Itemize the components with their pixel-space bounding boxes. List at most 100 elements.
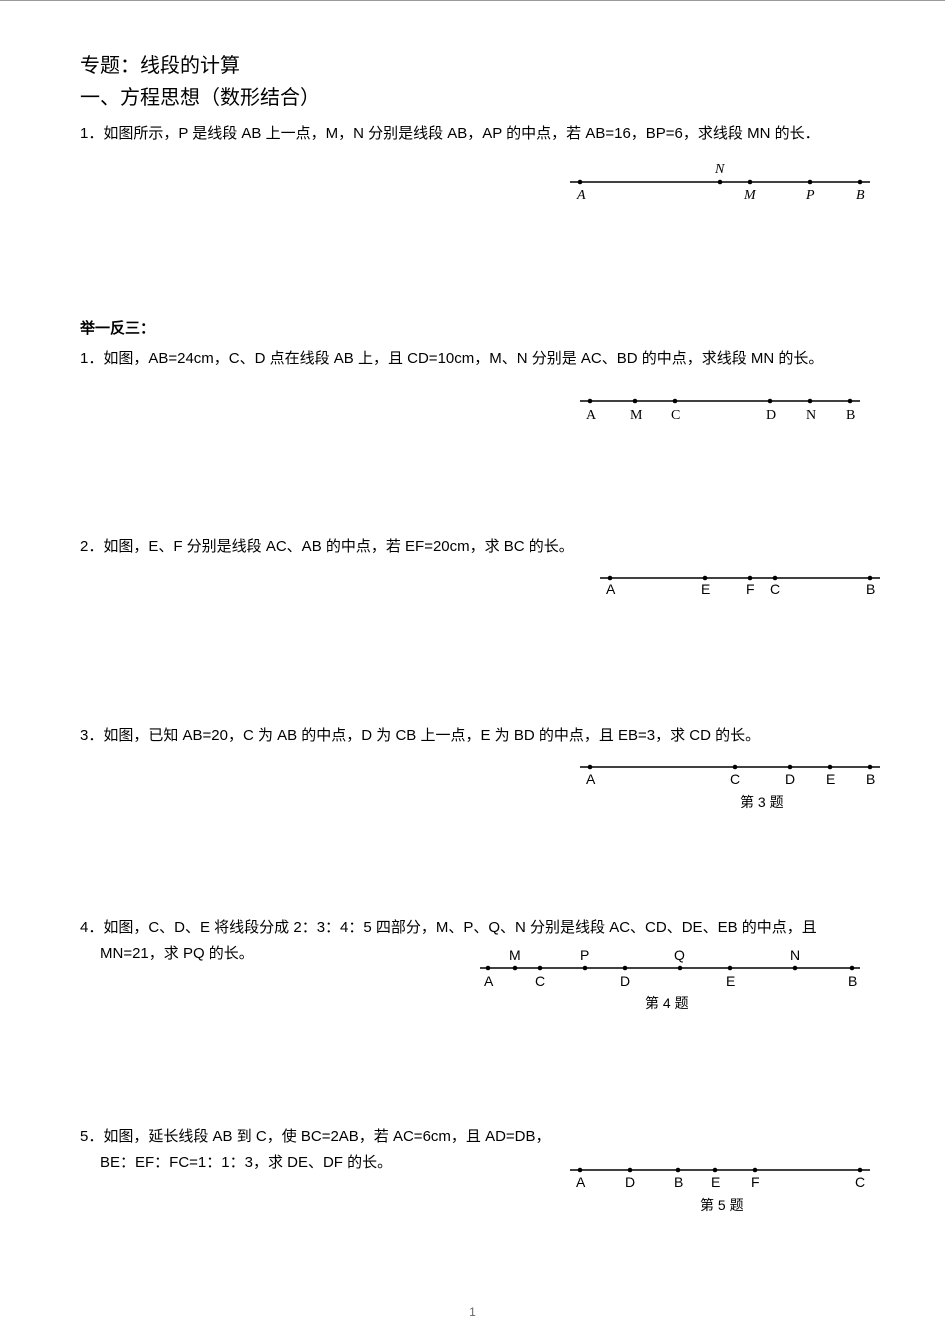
svg-text:C: C bbox=[770, 581, 780, 597]
svg-text:M: M bbox=[630, 408, 643, 423]
svg-text:P: P bbox=[580, 947, 589, 963]
svg-text:C: C bbox=[730, 771, 740, 787]
point-B: B bbox=[866, 765, 875, 787]
point-C: C bbox=[671, 399, 680, 423]
problem-text: 如图，延长线段 AB 到 C，使 BC=2AB，若 AC=6cm，且 AD=DB… bbox=[103, 1128, 550, 1145]
point-A: A bbox=[606, 575, 616, 596]
svg-text:Q: Q bbox=[674, 947, 685, 963]
problem-text: 如图，C、D、E 将线段分成 2：3：4：5 四部分，M、P、Q、N 分别是线段… bbox=[103, 919, 816, 936]
svg-text:E: E bbox=[701, 581, 710, 597]
svg-text:E: E bbox=[726, 973, 735, 989]
svg-text:B: B bbox=[856, 188, 865, 203]
point-A: A bbox=[576, 1168, 586, 1190]
svg-text:A: A bbox=[484, 973, 494, 989]
svg-text:N: N bbox=[714, 162, 725, 177]
point-D: D bbox=[785, 765, 795, 787]
problem-number: 3． bbox=[80, 727, 103, 744]
point-M: M bbox=[630, 399, 643, 423]
svg-text:B: B bbox=[846, 408, 855, 423]
problem-number: 1． bbox=[80, 350, 103, 367]
point-B: B bbox=[846, 399, 855, 423]
svg-text:E: E bbox=[826, 771, 835, 787]
diagram-p3: A C D E B 第 3 题 bbox=[80, 752, 865, 817]
svg-text:E: E bbox=[711, 1174, 720, 1190]
page: 专题：线段的计算 一、方程思想（数形结合） 1．如图所示，P 是线段 AB 上一… bbox=[0, 0, 945, 1337]
svg-text:A: A bbox=[606, 581, 616, 597]
diagram-p4: A M C P D Q E N B 第 4 题 bbox=[80, 946, 865, 1016]
svg-text:C: C bbox=[671, 408, 680, 423]
svg-text:D: D bbox=[785, 771, 795, 787]
diagram-caption: 第 4 题 bbox=[645, 995, 689, 1011]
svg-text:M: M bbox=[743, 188, 757, 203]
point-D: D bbox=[766, 399, 776, 423]
diagram-caption: 第 5 题 bbox=[700, 1197, 744, 1213]
point-A: A bbox=[586, 399, 597, 423]
svg-text:B: B bbox=[866, 581, 875, 597]
point-Q: Q bbox=[674, 947, 685, 970]
point-M: M bbox=[509, 947, 521, 970]
topic-title: 专题：线段的计算 bbox=[80, 51, 865, 81]
svg-text:D: D bbox=[625, 1174, 635, 1190]
svg-text:A: A bbox=[586, 771, 596, 787]
problem-text: 如图，E、F 分别是线段 AC、AB 的中点，若 EF=20cm，求 BC 的长… bbox=[103, 538, 573, 555]
point-M: M bbox=[743, 179, 757, 202]
svg-text:C: C bbox=[855, 1174, 865, 1190]
problem-3: 3．如图，已知 AB=20，C 为 AB 的中点，D 为 CB 上一点，E 为 … bbox=[80, 723, 865, 749]
svg-text:N: N bbox=[790, 947, 800, 963]
point-B: B bbox=[674, 1168, 683, 1190]
point-C: C bbox=[855, 1168, 865, 1190]
diagram-p5: A D B E F C 第 5 题 bbox=[80, 1155, 865, 1220]
problem-text: 如图，已知 AB=20，C 为 AB 的中点，D 为 CB 上一点，E 为 BD… bbox=[103, 727, 760, 744]
subsection-title: 举一反三： bbox=[80, 317, 865, 338]
point-F: F bbox=[751, 1168, 760, 1190]
point-N: N bbox=[714, 162, 725, 184]
svg-text:M: M bbox=[509, 947, 521, 963]
point-B: B bbox=[848, 966, 857, 989]
diagram-p2: A E F C B bbox=[80, 560, 865, 600]
svg-text:D: D bbox=[620, 973, 630, 989]
svg-text:C: C bbox=[535, 973, 545, 989]
point-E: E bbox=[826, 765, 835, 787]
point-D: D bbox=[620, 966, 630, 989]
svg-text:D: D bbox=[766, 408, 776, 423]
point-E: E bbox=[726, 966, 735, 989]
problem-number: 2． bbox=[80, 538, 103, 555]
svg-text:F: F bbox=[751, 1174, 760, 1190]
point-A: A bbox=[576, 179, 586, 202]
problem-1: 1．如图，AB=24cm，C、D 点在线段 AB 上，且 CD=10cm，M、N… bbox=[80, 346, 865, 372]
svg-text:A: A bbox=[586, 408, 597, 423]
point-B: B bbox=[866, 575, 875, 596]
point-D: D bbox=[625, 1168, 635, 1190]
point-B: B bbox=[856, 179, 865, 202]
point-E: E bbox=[711, 1168, 720, 1190]
diagram-caption: 第 3 题 bbox=[740, 794, 784, 810]
point-N: N bbox=[806, 399, 816, 423]
svg-text:N: N bbox=[806, 408, 816, 423]
point-C: C bbox=[730, 765, 740, 787]
problem-main: 1．如图所示，P 是线段 AB 上一点，M，N 分别是线段 AB，AP 的中点，… bbox=[80, 121, 865, 147]
point-F: F bbox=[746, 575, 755, 596]
page-number: 1 bbox=[0, 1305, 945, 1319]
svg-text:B: B bbox=[848, 973, 857, 989]
point-A: A bbox=[586, 765, 596, 787]
svg-text:B: B bbox=[866, 771, 875, 787]
point-C: C bbox=[770, 575, 780, 596]
problem-number: 1． bbox=[80, 125, 103, 142]
svg-text:P: P bbox=[805, 188, 815, 203]
svg-text:A: A bbox=[576, 1174, 586, 1190]
point-N: N bbox=[790, 947, 800, 970]
point-P: P bbox=[805, 179, 815, 202]
point-P: P bbox=[580, 947, 589, 970]
point-A: A bbox=[484, 966, 494, 989]
section-title: 一、方程思想（数形结合） bbox=[80, 83, 865, 113]
diagram-p0: A N M P B bbox=[80, 157, 865, 217]
svg-text:B: B bbox=[674, 1174, 683, 1190]
problem-text: 如图所示，P 是线段 AB 上一点，M，N 分别是线段 AB，AP 的中点，若 … bbox=[103, 125, 819, 142]
point-E: E bbox=[701, 575, 710, 596]
problem-number: 4． bbox=[80, 919, 103, 936]
svg-text:F: F bbox=[746, 581, 755, 597]
diagram-p1: A M C D N B bbox=[80, 381, 865, 441]
svg-text:A: A bbox=[576, 188, 586, 203]
problem-number: 5． bbox=[80, 1128, 103, 1145]
problem-text: 如图，AB=24cm，C、D 点在线段 AB 上，且 CD=10cm，M、N 分… bbox=[103, 350, 823, 367]
